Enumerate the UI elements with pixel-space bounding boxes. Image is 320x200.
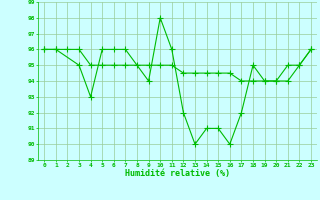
X-axis label: Humidité relative (%): Humidité relative (%) xyxy=(125,169,230,178)
